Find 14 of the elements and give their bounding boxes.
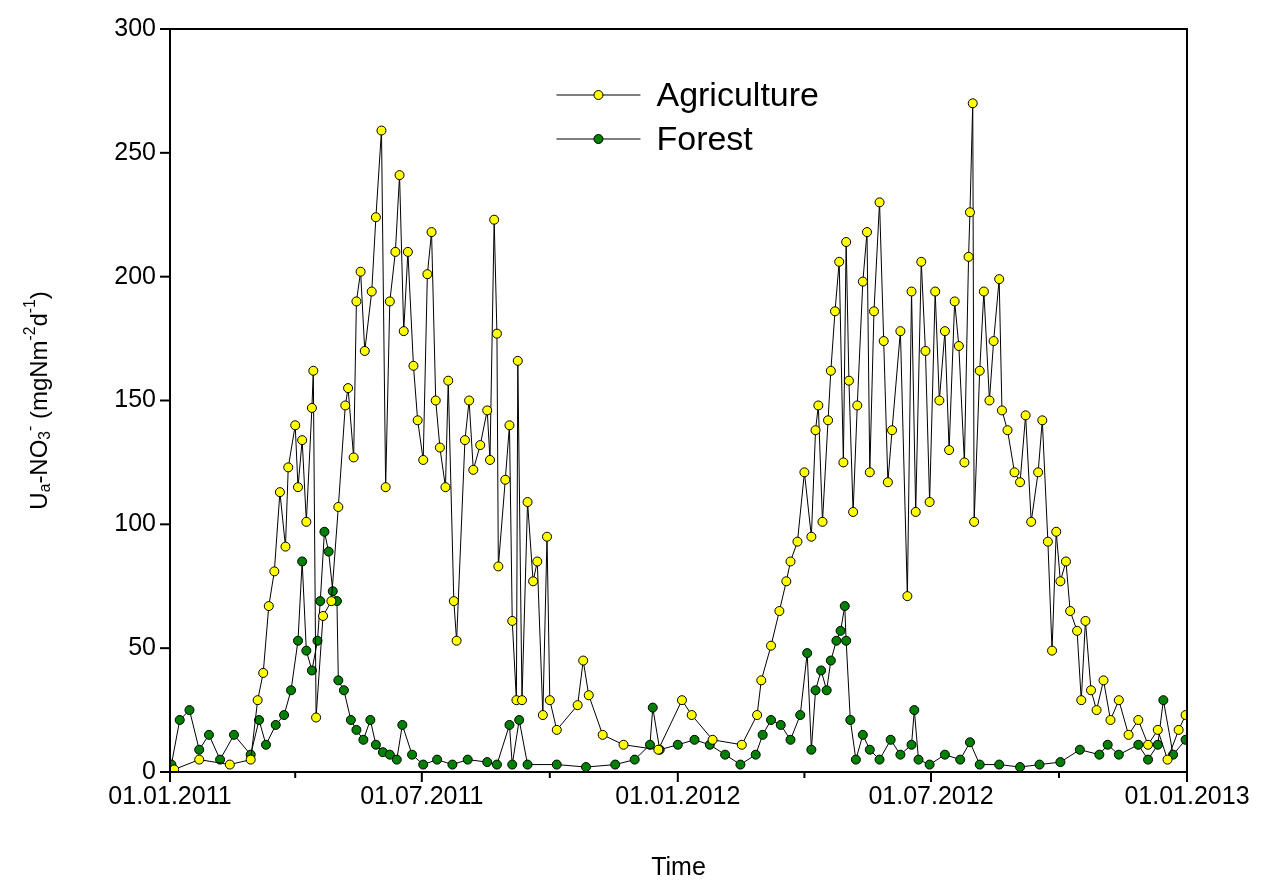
y-tick-label: 100 (114, 508, 156, 537)
x-tick-label: 01.07.2012 (868, 780, 994, 809)
x-axis-title: Time (651, 851, 706, 880)
y-tick-label: 200 (114, 260, 156, 289)
y-tick-label: 50 (128, 632, 156, 661)
y-tick-label: 250 (114, 136, 156, 165)
y-tick-label: 300 (114, 12, 156, 41)
text: Ua-NO3- (mgNm-2d-1) (20, 291, 54, 510)
y-tick-label: 150 (114, 384, 156, 413)
x-tick-label: 01.07.2011 (360, 780, 484, 809)
legend-label: Agriculture (656, 75, 819, 114)
x-tick-label: 01.01.2012 (615, 780, 741, 809)
legend-label: Forest (656, 119, 754, 158)
x-tick-label: 01.01.2013 (1124, 780, 1250, 809)
